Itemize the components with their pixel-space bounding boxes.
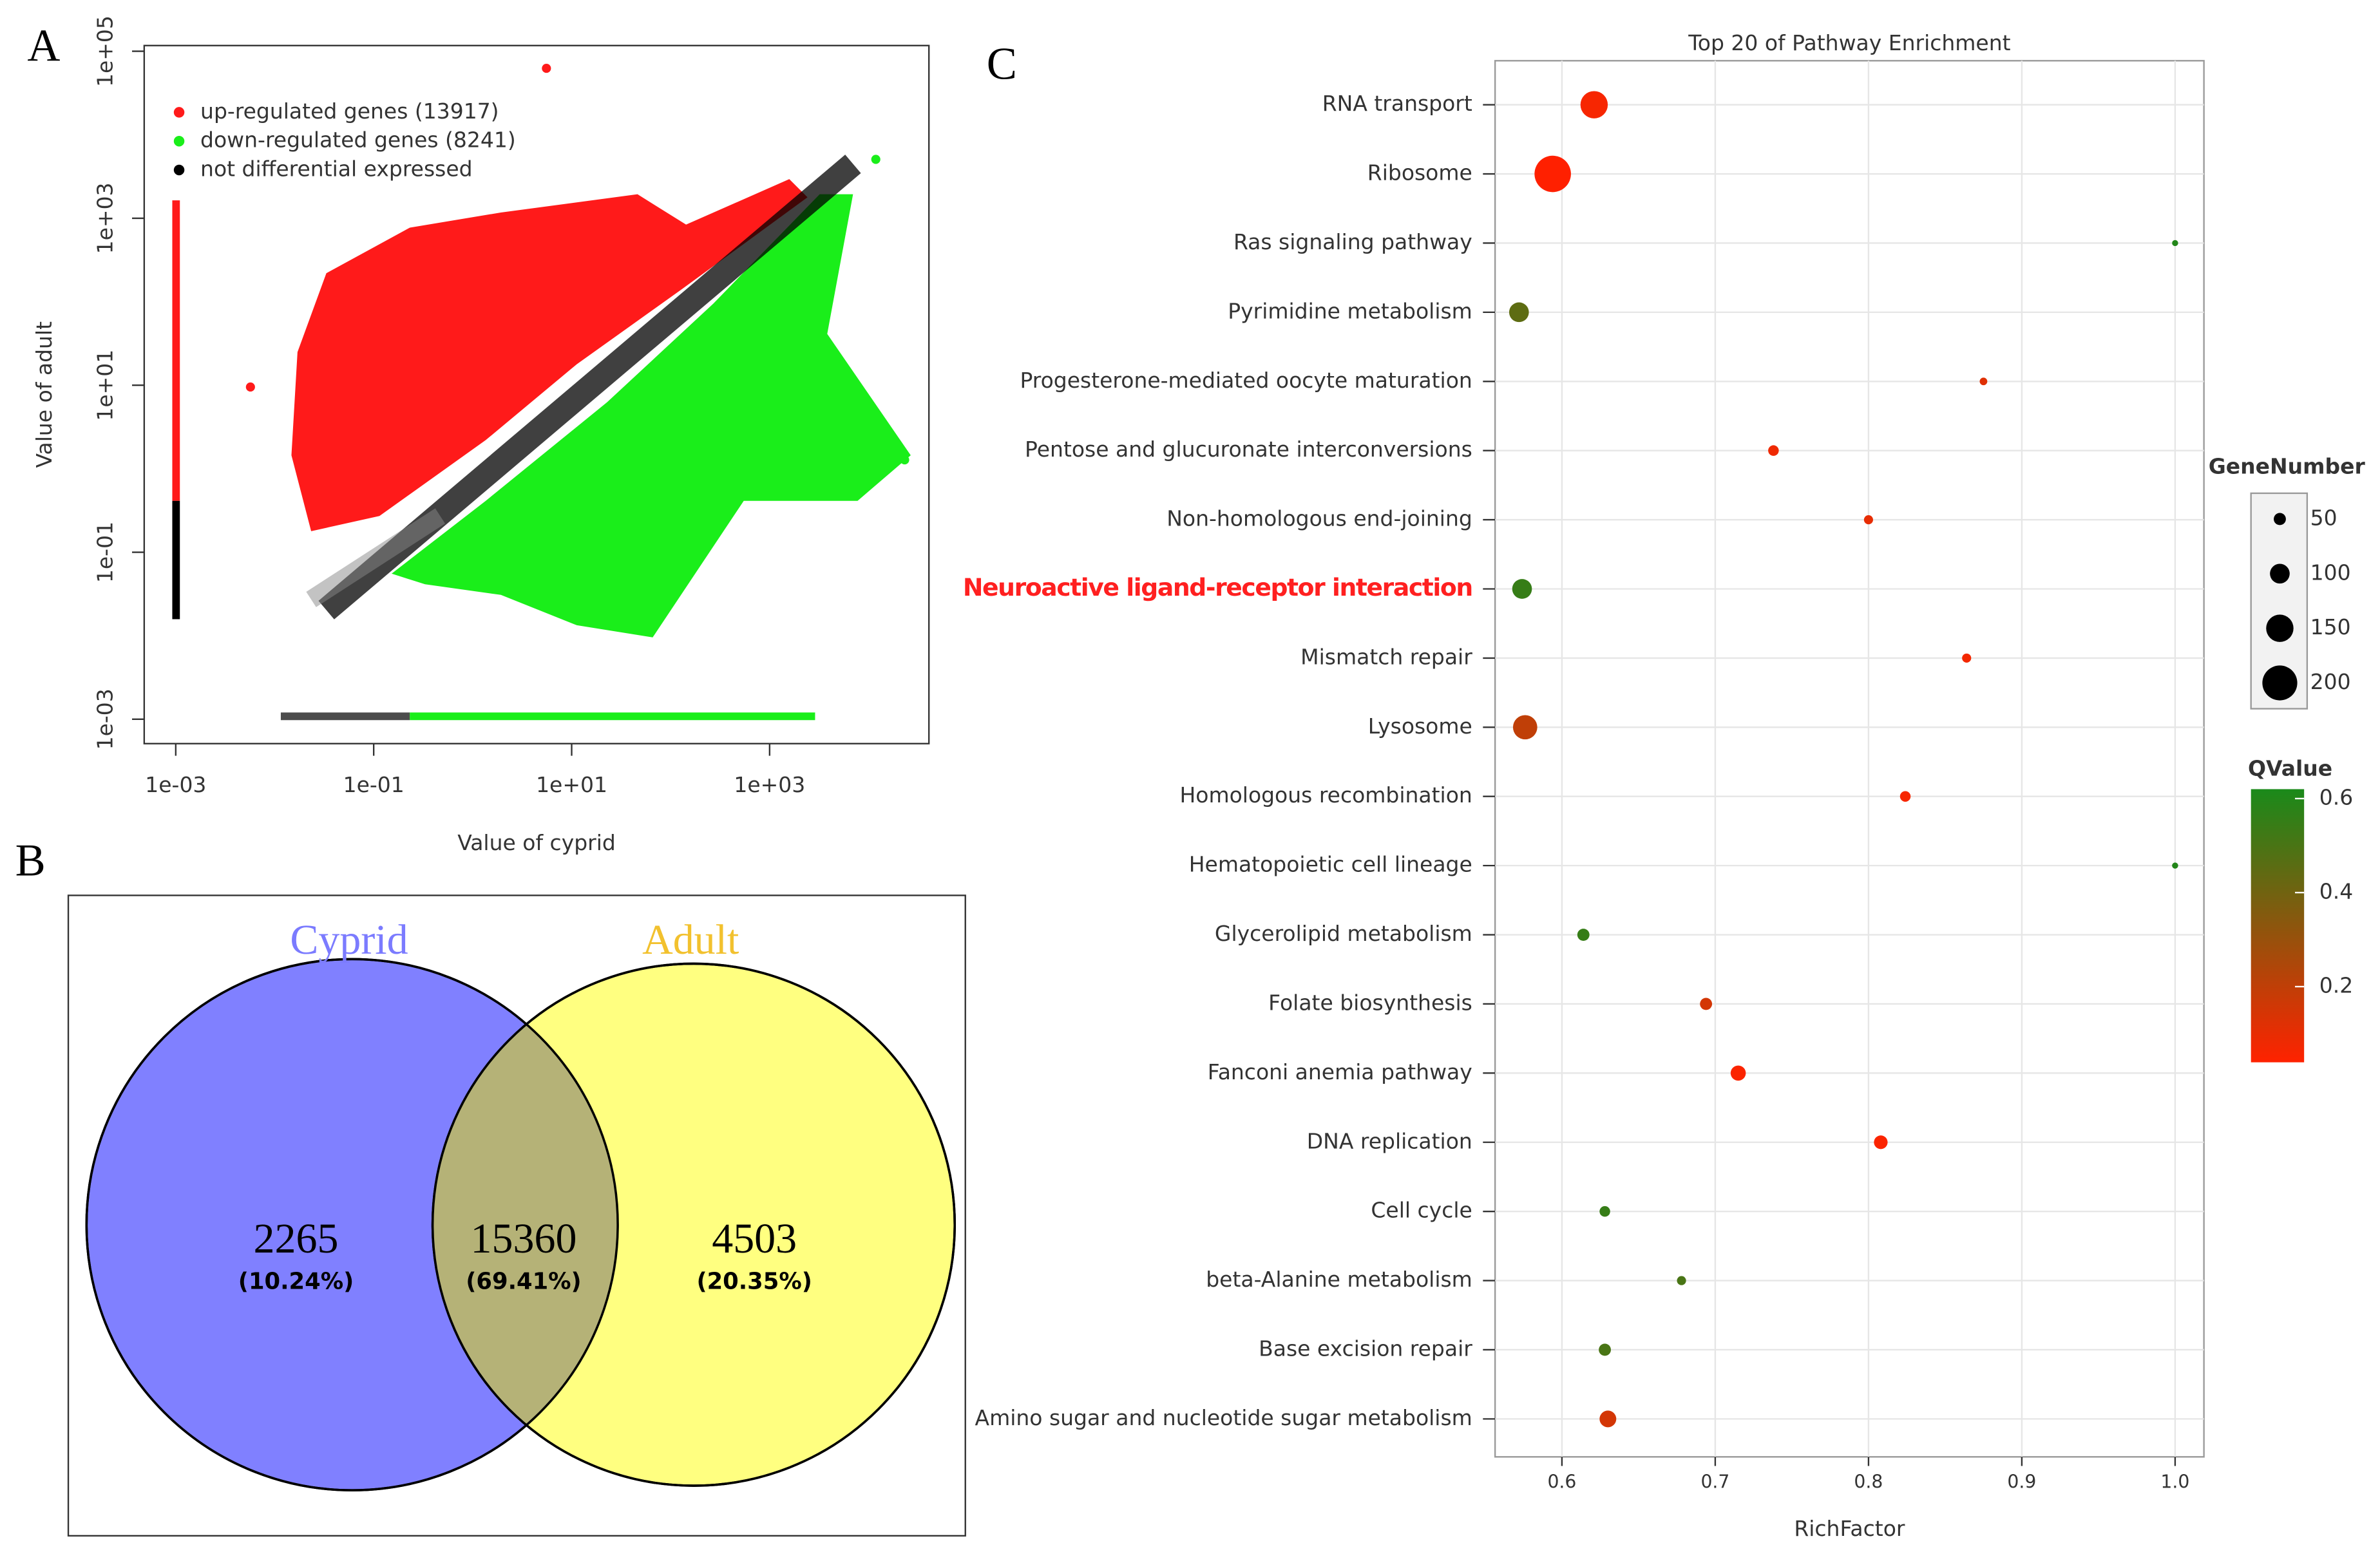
size-legend-label: 150 [2310,614,2351,639]
bubble [2172,240,2178,247]
category-label: Pentose and glucuronate interconversions [1025,437,1472,462]
size-legend-marker [2266,614,2294,642]
y-axis-label: Value of adult [32,321,57,468]
category-label: Homologous recombination [1179,782,1472,808]
category-label: Folate biosynthesis [1268,990,1472,1015]
legend-label: up-regulated genes (13917) [200,99,499,124]
legend-marker [173,107,185,118]
bubble [1599,1343,1611,1356]
size-legend-marker [2270,563,2290,584]
bubble [1700,998,1713,1010]
bubble [1768,445,1779,456]
category-label: Amino sugar and nucleotide sugar metabol… [975,1405,1472,1430]
set-label: Adult [642,916,739,963]
x-tick-label: 1e+03 [734,772,805,797]
category-label: Ras signaling pathway [1233,229,1472,254]
y-tick-label: 1e+05 [92,15,117,87]
bubble [1874,1135,1888,1149]
category-label: Glycerolipid metabolism [1215,921,1472,946]
x-axis-label: Value of cyprid [457,830,616,855]
category-label: Progesterone-mediated oocyte maturation [1020,368,1472,393]
bubble [1512,579,1532,599]
category-label: Mismatch repair [1300,644,1472,669]
category-label: Neuroactive ligand-receptor interaction [963,573,1472,601]
region-percent: (20.35%) [696,1268,812,1294]
category-label: Fanconi anemia pathway [1208,1059,1472,1084]
category-label: Pyrimidine metabolism [1228,298,1472,323]
bubble [1677,1276,1686,1285]
bubble [1899,791,1911,802]
bubble [1599,1206,1610,1217]
x-tick-label: 0.8 [1854,1471,1883,1492]
region-count: 2265 [254,1215,339,1262]
category-label: Ribosome [1367,160,1472,185]
y-tick-label: 1e+01 [92,350,117,421]
color-bar [2251,789,2305,1063]
region-percent: (69.41%) [466,1268,581,1294]
x-tick-label: 0.7 [1700,1471,1729,1492]
y-tick-label: 1e-01 [92,522,117,583]
x-tick-label: 1e+01 [536,772,607,797]
color-tick-label: 0.4 [2319,879,2353,904]
bubble [2172,862,2178,869]
category-label: Hematopoietic cell lineage [1189,852,1472,877]
x-axis-label: RichFactor [1794,1516,1905,1541]
point-cloud [172,64,911,721]
legend-marker [173,164,185,176]
bubble [1730,1065,1746,1081]
category-label: beta-Alanine metabolism [1206,1267,1472,1292]
panel-label: B [15,835,46,885]
chart-title: Top 20 of Pathway Enrichment [1688,30,2010,55]
region-count: 4503 [712,1215,797,1262]
color-legend-title: QValue [2248,755,2332,780]
category-label: Cell cycle [1371,1198,1472,1223]
legend-label: not differential expressed [200,156,473,181]
set-outline [431,962,957,1487]
legend-label: down-regulated genes (8241) [200,128,516,153]
x-tick-label: 1e-03 [145,772,206,797]
bubble [1962,653,1972,663]
bubble [1512,715,1537,740]
category-label: Base excision repair [1259,1336,1472,1361]
x-tick-label: 1.0 [2160,1471,2189,1492]
legend-marker [173,135,185,147]
set-label: Cyprid [290,916,408,963]
category-label: Lysosome [1368,714,1472,739]
panel-label: A [27,21,60,71]
category-label: Non-homologous end-joining [1166,506,1472,531]
bubble [1599,1410,1617,1428]
region-percent: (10.24%) [238,1268,354,1294]
bubble [1580,91,1608,118]
x-tick-label: 1e-01 [343,772,405,797]
category-label: DNA replication [1307,1128,1472,1153]
size-legend-label: 200 [2310,669,2351,694]
size-legend-marker [2262,665,2298,701]
category-label: RNA transport [1322,91,1472,116]
set-outline [85,958,619,1491]
bubble-plot-area [1494,60,2205,1458]
y-tick-label: 1e-03 [92,688,117,750]
overlap [432,963,618,1486]
x-tick-label: 0.6 [1547,1471,1576,1492]
bubble [1534,155,1571,193]
size-legend-label: 100 [2310,560,2351,585]
bubble [1863,515,1873,525]
size-legend-title: GeneNumber [2209,453,2366,478]
size-legend-marker [2274,513,2286,525]
bubble [1577,929,1590,941]
bubble [1979,377,1988,386]
bubble [1509,302,1529,323]
panel-label: C [987,39,1017,89]
region-count: 15360 [471,1215,577,1262]
size-legend-label: 50 [2310,505,2337,530]
color-tick-label: 0.2 [2319,973,2353,998]
x-tick-label: 0.9 [2007,1471,2036,1492]
y-tick-label: 1e+03 [92,182,117,254]
color-tick-label: 0.6 [2319,785,2353,810]
